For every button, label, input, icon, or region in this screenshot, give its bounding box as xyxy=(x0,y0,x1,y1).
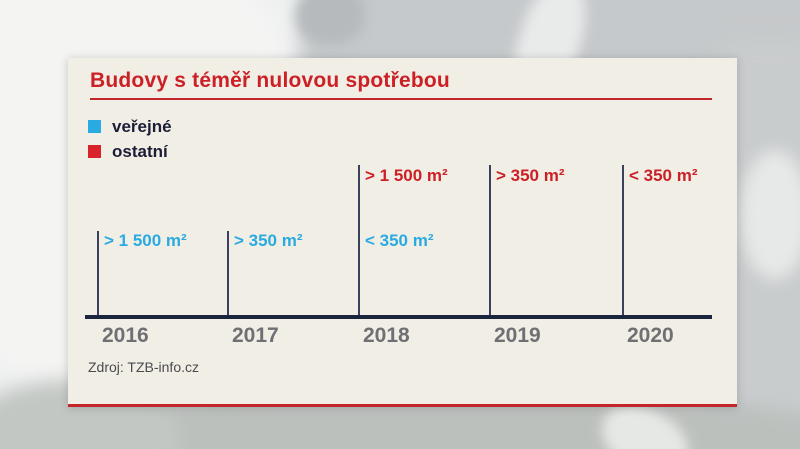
timeline: > 1 500 m² 2016 > 350 m² 2017 > 1 500 m²… xyxy=(68,58,737,404)
tick-mark xyxy=(358,165,360,315)
legend-item-verejne: veřejné xyxy=(88,114,172,139)
value-public-2016: > 1 500 m² xyxy=(104,231,187,250)
source-credit: Zdroj: TZB-info.cz xyxy=(88,359,199,375)
value-other-2018: > 1 500 m² xyxy=(365,166,448,185)
tick-mark xyxy=(622,165,624,315)
legend-item-ostatni: ostatní xyxy=(88,139,172,164)
tick-mark xyxy=(489,165,491,315)
value-other-2019: > 350 m² xyxy=(496,166,565,185)
year-label-2016: 2016 xyxy=(102,324,149,347)
legend-label-verejne: veřejné xyxy=(112,116,172,136)
timeline-axis xyxy=(85,315,712,319)
tick-mark xyxy=(97,231,99,315)
year-label-2019: 2019 xyxy=(494,324,541,347)
legend-label-ostatni: ostatní xyxy=(112,141,168,161)
legend-swatch-blue xyxy=(88,120,101,133)
year-label-2018: 2018 xyxy=(363,324,410,347)
chart-card: Budovy s téměř nulovou spotřebou veřejné… xyxy=(68,58,737,407)
map-shape xyxy=(740,150,800,280)
value-public-2018: < 350 m² xyxy=(365,231,434,250)
year-label-2020: 2020 xyxy=(627,324,674,347)
value-other-2020: < 350 m² xyxy=(629,166,698,185)
legend-swatch-red xyxy=(88,145,101,158)
year-label-2017: 2017 xyxy=(232,324,279,347)
timeline-column-2020: < 350 m² 2020 xyxy=(622,165,752,365)
timeline-column-2017: > 350 m² 2017 xyxy=(227,165,357,365)
map-shape xyxy=(295,0,365,45)
value-public-2017: > 350 m² xyxy=(234,231,303,250)
legend: veřejné ostatní xyxy=(88,114,172,164)
chart-title: Budovy s téměř nulovou spotřebou xyxy=(90,69,450,92)
tick-mark xyxy=(227,231,229,315)
timeline-column-2018: > 1 500 m² < 350 m² 2018 xyxy=(358,165,488,365)
title-underline xyxy=(90,98,712,100)
timeline-column-2016: > 1 500 m² 2016 xyxy=(97,165,227,365)
timeline-column-2019: > 350 m² 2019 xyxy=(489,165,619,365)
